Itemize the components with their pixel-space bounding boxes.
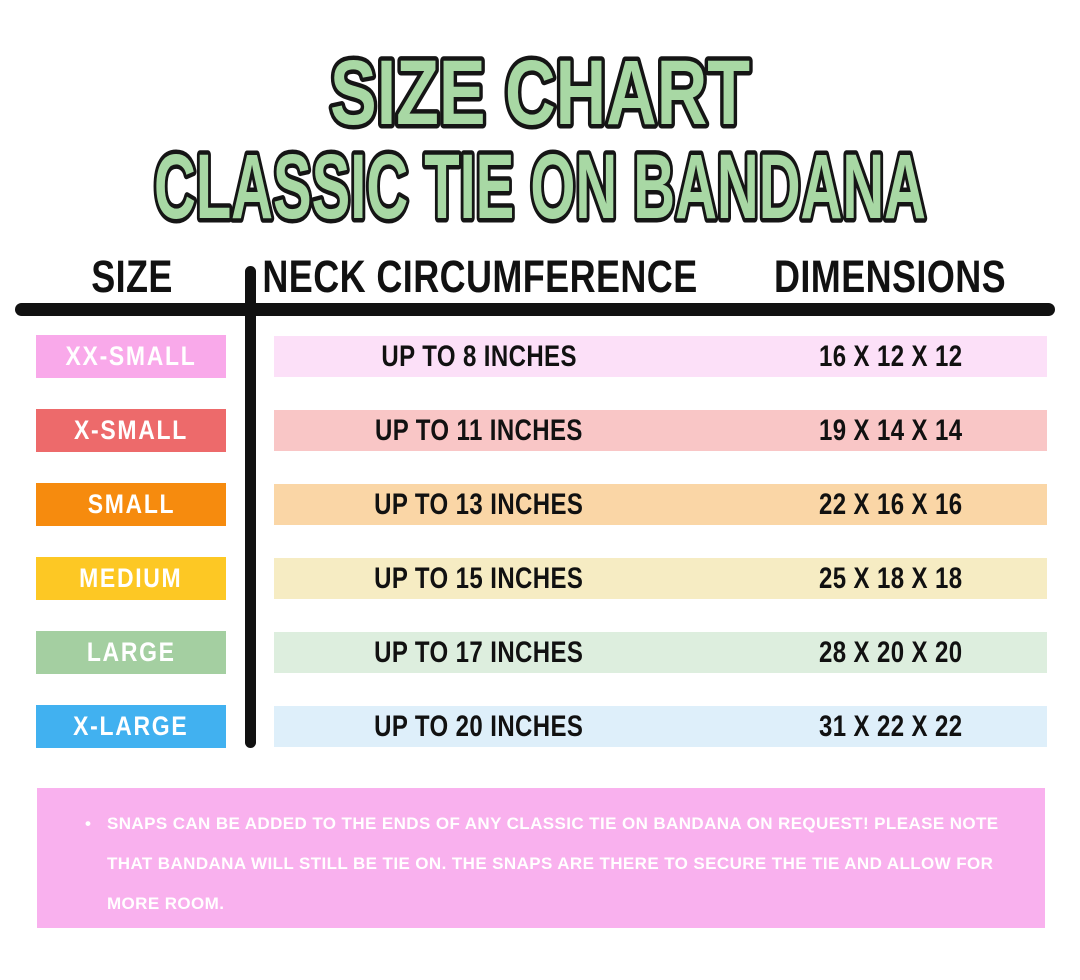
dimensions-value: 31 X 22 X 22 [818,709,963,743]
column-header-dimensions-label: DIMENSIONS [773,251,1007,302]
dimensions-cell: 25 X 18 X 18 [754,558,1027,599]
table-row: UP TO 13 INCHES 22 X 16 X 16 [274,484,1047,525]
bullet-icon: • [85,814,92,833]
neck-circumference-value: UP TO 13 INCHES [374,487,584,521]
neck-circumference-cell: UP TO 8 INCHES [274,336,684,377]
neck-circumference-cell: UP TO 17 INCHES [274,632,684,673]
column-divider-line [245,266,256,748]
column-header-neck-circumference: NECK CIRCUMFERENCE [250,251,710,302]
size-badge-x-small: X-SMALL [36,409,226,452]
column-header-dimensions: DIMENSIONS [740,251,1040,302]
neck-circumference-cell: UP TO 13 INCHES [274,484,684,525]
table-row: UP TO 8 INCHES 16 X 12 X 12 [274,336,1047,377]
neck-circumference-cell: UP TO 11 INCHES [274,410,684,451]
dimensions-cell: 22 X 16 X 16 [754,484,1027,525]
dimensions-value: 25 X 18 X 18 [818,561,963,595]
dimensions-cell: 28 X 20 X 20 [754,632,1027,673]
neck-circumference-value: UP TO 11 INCHES [375,413,583,447]
table-row: UP TO 17 INCHES 28 X 20 X 20 [274,632,1047,673]
header-divider-line [15,303,1055,316]
size-badge-x-large: X-LARGE [36,705,226,748]
size-badge-xx-small: XX-SMALL [36,335,226,378]
neck-circumference-value: UP TO 20 INCHES [374,709,584,743]
dimensions-value: 22 X 16 X 16 [818,487,963,521]
table-row: UP TO 20 INCHES 31 X 22 X 22 [274,706,1047,747]
dimensions-cell: 16 X 12 X 12 [754,336,1027,377]
size-badge-label: MEDIUM [79,563,183,593]
column-header-neck-label: NECK CIRCUMFERENCE [262,251,698,302]
note-item: • SNAPS CAN BE ADDED TO THE ENDS OF ANY … [85,804,1017,924]
size-badge-label: X-SMALL [74,415,188,445]
page-title: SIZE CHART CLASSIC TIE ON BANDANA [150,38,931,241]
size-badge-label: XX-SMALL [65,341,197,371]
dimensions-value: 19 X 14 X 14 [818,413,963,447]
table-row: UP TO 15 INCHES 25 X 18 X 18 [274,558,1047,599]
size-badge-label: SMALL [87,489,175,519]
dimensions-cell: 31 X 22 X 22 [754,706,1027,747]
size-badge-large: LARGE [36,631,226,674]
column-header-size-label: SIZE [91,251,174,302]
bullet-icon: • [85,934,92,953]
title-line-1: SIZE CHART [330,42,750,144]
size-badge-label: X-LARGE [73,711,189,741]
neck-circumference-cell: UP TO 15 INCHES [274,558,684,599]
table-row: UP TO 11 INCHES 19 X 14 X 14 [274,410,1047,451]
note-text: SNAPS CAN BE ADDED TO THE ENDS OF ANY CL… [107,814,999,913]
column-header-size: SIZE [40,251,225,302]
neck-circumference-value: UP TO 15 INCHES [374,561,584,595]
neck-circumference-cell: UP TO 20 INCHES [274,706,684,747]
size-badge-medium: MEDIUM [36,557,226,600]
note-item: • PETS ARE TYPICALLY ONE SIZE DOWN FROM … [85,924,1017,964]
neck-circumference-value: UP TO 17 INCHES [374,635,584,669]
size-badge-label: LARGE [86,637,176,667]
notes-box: • SNAPS CAN BE ADDED TO THE ENDS OF ANY … [37,788,1045,953]
dimensions-value: 16 X 12 X 12 [818,339,963,373]
dimensions-cell: 19 X 14 X 14 [754,410,1027,451]
title-line-2: CLASSIC TIE ON BANDANA [154,136,926,238]
dimensions-value: 28 X 20 X 20 [818,635,963,669]
size-badge-small: SMALL [36,483,226,526]
neck-circumference-value: UP TO 8 INCHES [381,339,577,373]
note-text: PETS ARE TYPICALLY ONE SIZE DOWN FROM TH… [107,934,768,953]
